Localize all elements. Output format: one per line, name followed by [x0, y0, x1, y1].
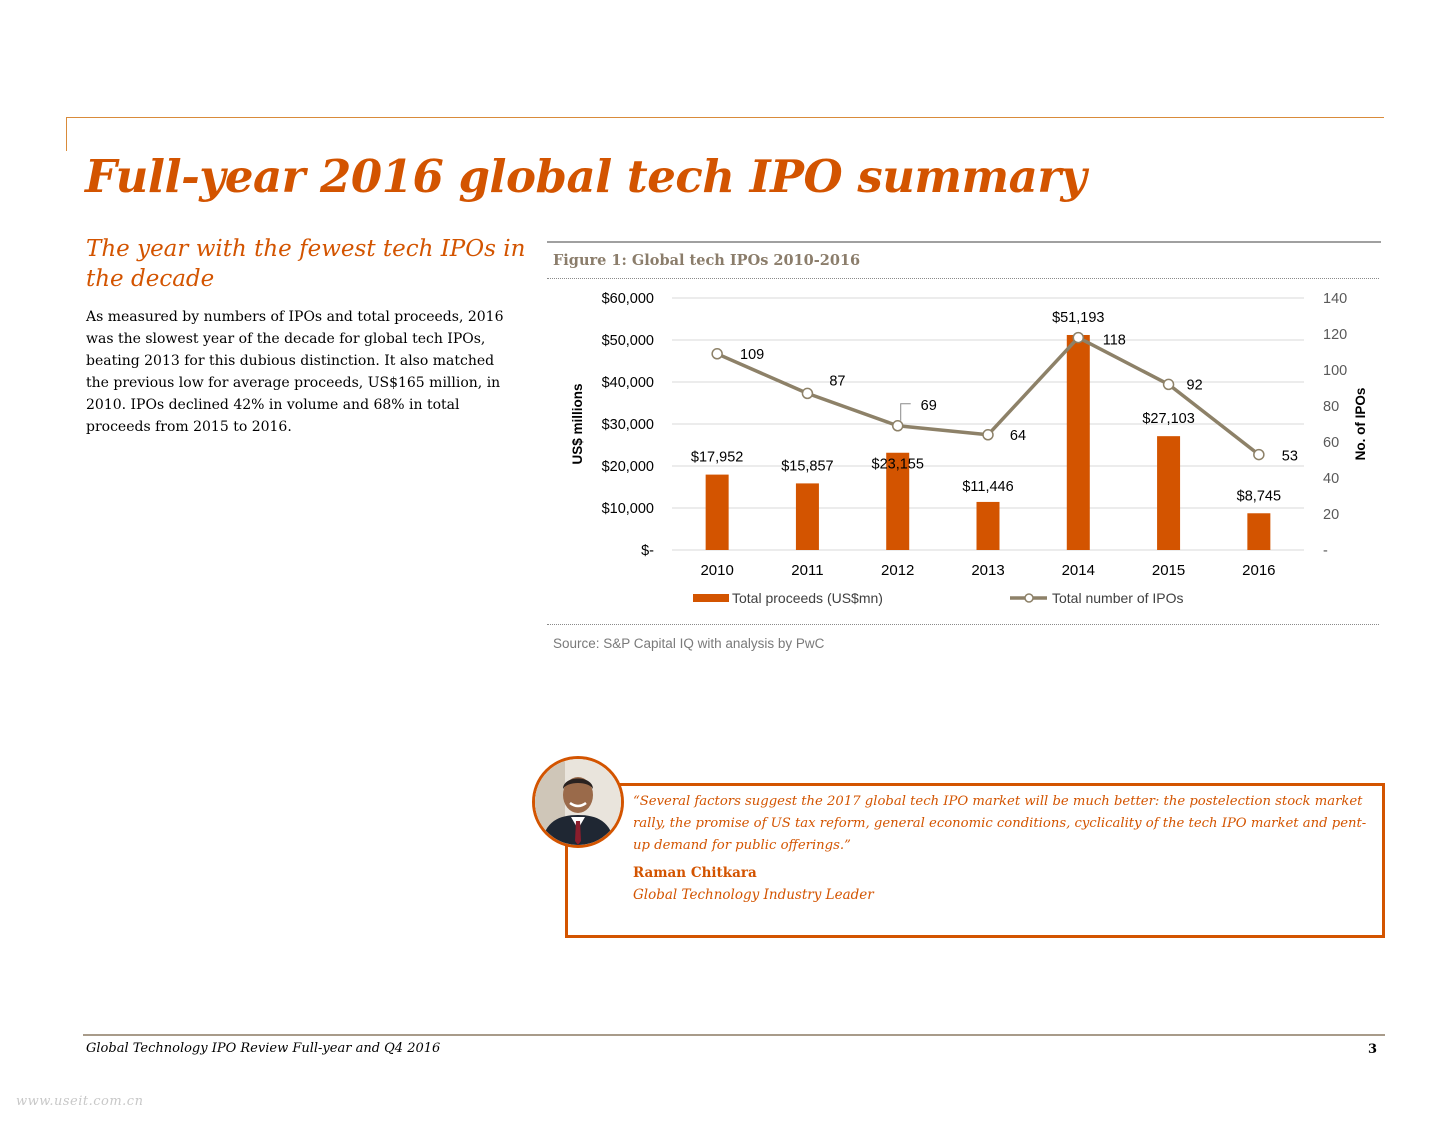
bar-value-label: $23,155 — [872, 457, 924, 473]
bar — [1157, 436, 1181, 550]
y2-tick-label: 100 — [1323, 363, 1347, 379]
watermark: www.useit.com.cn — [16, 1094, 144, 1109]
page-number: 3 — [1368, 1042, 1378, 1057]
quote-author-name: Raman Chitkara — [633, 865, 757, 881]
x-tick-label: 2011 — [791, 562, 823, 579]
y-tick-label: $30,000 — [602, 417, 654, 433]
line-value-label: 118 — [1103, 333, 1126, 349]
body-paragraph: As measured by numbers of IPOs and total… — [86, 309, 504, 435]
line-value-label: 92 — [1187, 377, 1203, 393]
section-subtitle: The year with the fewest tech IPOs in th… — [86, 236, 526, 292]
bar-value-label: $11,446 — [962, 479, 1013, 495]
y2-tick-label: - — [1323, 543, 1328, 559]
bar — [886, 452, 910, 550]
ipo-count-point — [801, 387, 814, 400]
ipo-count-point — [891, 420, 904, 432]
y-tick-label: $- — [641, 543, 654, 559]
y-axis-title: US$ millions — [570, 383, 585, 464]
legend-label-bar: Total proceeds (US$mn) — [732, 590, 883, 606]
footer-title: Global Technology IPO Review Full-year a… — [86, 1041, 441, 1056]
line-value-label: 109 — [740, 347, 764, 363]
legend-swatch-marker — [1024, 593, 1034, 603]
label-leader-line — [900, 403, 911, 421]
x-tick-label: 2016 — [1242, 562, 1275, 579]
line-value-label: 69 — [921, 398, 937, 414]
page-title: Full-year 2016 global tech IPO summary — [85, 150, 1087, 203]
ipo-chart: $- $10,000 $20,000 $30,000 $40,000 $50,000 $60… — [570, 291, 1368, 606]
y-tick-label: $60,000 — [602, 291, 654, 307]
bar-value-label: $17,952 — [691, 450, 743, 466]
bar-value-label: $27,103 — [1142, 411, 1194, 427]
y-tick-label: $10,000 — [602, 501, 654, 517]
bar — [1247, 513, 1271, 550]
ipo-count-point — [982, 429, 994, 441]
bar — [976, 501, 1000, 550]
figure-dotted-rule-bottom — [547, 624, 1379, 625]
legend-swatch-bar — [693, 594, 729, 602]
legend-label-line: Total number of IPOs — [1052, 590, 1184, 606]
y2-tick-label: 20 — [1323, 507, 1339, 523]
figure-top-rule — [547, 241, 1381, 243]
ipo-count-point — [1162, 378, 1175, 391]
ipo-count-point — [1072, 331, 1085, 344]
y2-tick-label: 40 — [1323, 471, 1339, 487]
bar-value-label: $15,857 — [781, 458, 833, 474]
y-tick-label: $20,000 — [602, 459, 654, 475]
y-tick-label: $50,000 — [602, 333, 654, 349]
bar — [705, 474, 729, 550]
bar-value-label: $51,193 — [1052, 310, 1104, 326]
figure-title: Figure 1: Global tech IPOs 2010-2016 — [553, 252, 861, 269]
avatar — [532, 756, 624, 848]
y2-tick-label: 80 — [1323, 399, 1339, 415]
x-tick-label: 2015 — [1152, 562, 1185, 579]
y2-axis-title: No. of IPOs — [1353, 388, 1368, 461]
ipo-count-point — [711, 348, 723, 360]
figure-dotted-rule-top — [547, 278, 1379, 279]
person-portrait-icon — [535, 759, 621, 845]
line-value-label: 64 — [1010, 428, 1026, 444]
x-tick-label: 2014 — [1062, 562, 1095, 579]
bar — [1066, 334, 1090, 550]
ipo-count-point — [1253, 448, 1265, 461]
quote-box — [565, 783, 1385, 938]
x-tick-label: 2012 — [881, 562, 914, 579]
x-tick-label: 2013 — [971, 562, 1004, 579]
y2-tick-label: 60 — [1323, 435, 1339, 451]
y2-tick-label: 140 — [1323, 291, 1347, 307]
y-tick-label: $40,000 — [602, 375, 654, 391]
bar-value-label: $8,745 — [1237, 488, 1281, 504]
top-rule — [66, 117, 1384, 118]
figure-source: Source: S&P Capital IQ with analysis by … — [553, 636, 825, 651]
line-value-label: 87 — [829, 373, 845, 389]
footer-rule — [83, 1034, 1385, 1036]
quote-text: “Several factors suggest the 2017 global… — [633, 794, 1367, 853]
quote-author-role: Global Technology Industry Leader — [633, 887, 874, 903]
top-rule-tick — [66, 117, 67, 151]
x-tick-label: 2010 — [700, 562, 733, 579]
y2-tick-label: 120 — [1323, 327, 1347, 343]
bar — [795, 483, 819, 550]
line-value-label: 53 — [1282, 449, 1298, 465]
